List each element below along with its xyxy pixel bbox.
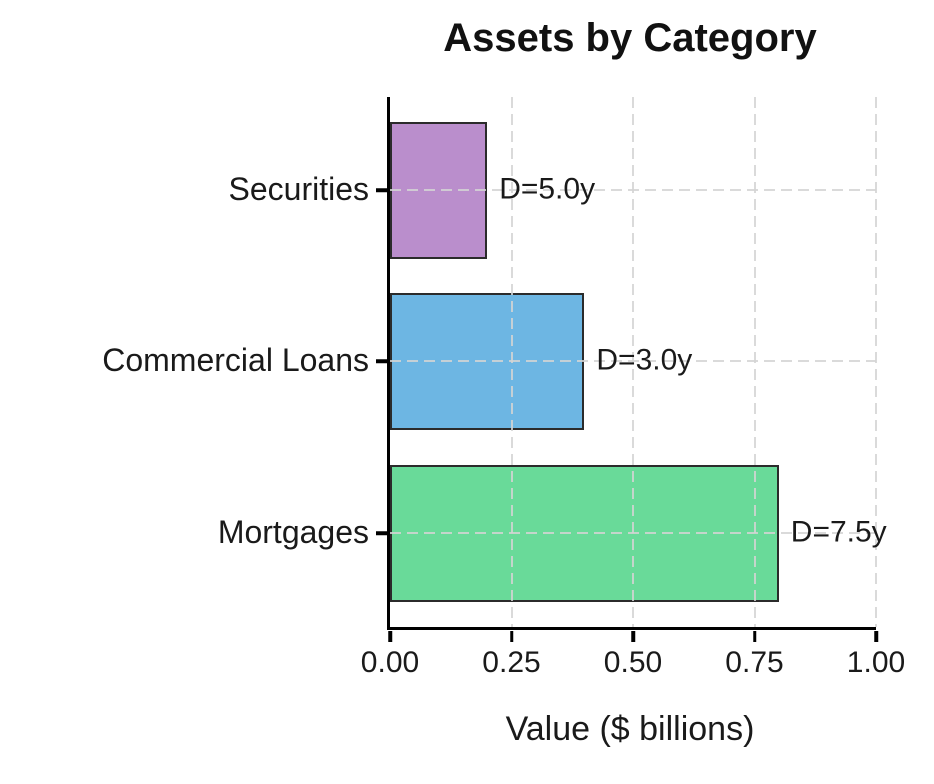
y-tick (375, 188, 387, 192)
y-axis-category-label: Commercial Loans (102, 341, 369, 378)
x-tick-label: 0.00 (360, 646, 420, 679)
x-tick (388, 630, 392, 642)
bar-annotation: D=7.5y (790, 515, 887, 549)
y-tick (375, 359, 387, 363)
x-tick (509, 630, 514, 642)
x-tick (631, 630, 635, 642)
bar-mortgages (390, 464, 779, 602)
x-tick-label: 0.50 (603, 646, 663, 679)
x-tick-label: 0.75 (725, 646, 784, 679)
y-axis-category-label: Securities (228, 170, 370, 207)
x-tick-label: 1.00 (846, 646, 906, 679)
bar-annotation: D=3.0y (596, 343, 693, 377)
bar-securities (390, 121, 488, 259)
y-axis-category-label: Mortgages (217, 513, 369, 550)
chart-title: Assets by Category (443, 16, 817, 60)
plot-area: 0.00 0.25 0.50 0.75 1.00 D=5.0y Securities D=3.… (102, 97, 905, 679)
bar-commercial-loans (390, 292, 585, 430)
bar-annotation: D=5.0y (499, 172, 596, 206)
x-axis-title: Value ($ billions) (505, 710, 755, 748)
x-tick (874, 630, 878, 642)
x-tick-label: 0.25 (482, 646, 541, 679)
y-tick (375, 531, 387, 535)
x-tick (752, 630, 757, 642)
